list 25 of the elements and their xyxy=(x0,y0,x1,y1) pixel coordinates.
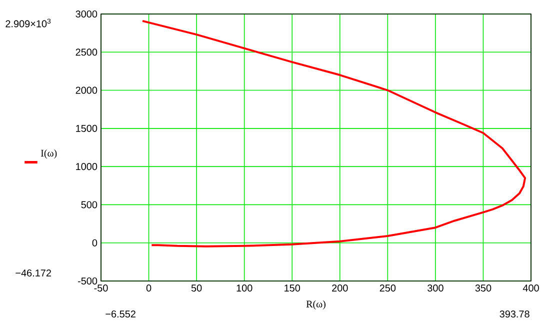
line-series xyxy=(142,20,526,248)
x-tick-label: 100 xyxy=(236,284,252,292)
y-tick-label: 1500 xyxy=(76,124,98,132)
x-tick-label: 200 xyxy=(332,284,348,292)
x-tick-label: 150 xyxy=(284,284,300,292)
y-tick-label: 500 xyxy=(81,201,98,208)
y-tick-label: 1000 xyxy=(76,163,98,170)
y-tick-label: 3000 xyxy=(76,10,98,18)
x-tick-label: 350 xyxy=(475,284,492,292)
y-tick-label: 2000 xyxy=(76,86,98,94)
x-tick-label: 0 xyxy=(146,284,152,292)
text: −6.552 xyxy=(106,310,136,318)
text: 2.909×10$^{3}$ xyxy=(6,18,51,28)
text: I(ω) xyxy=(40,150,57,159)
y-tick-label: -500 xyxy=(78,277,98,285)
text: −46.172 xyxy=(16,269,51,277)
y-tick-label: 2500 xyxy=(76,48,98,56)
x-tick-label: 250 xyxy=(380,284,396,292)
x-tick-label: -50 xyxy=(94,284,108,292)
x-tick-label: 50 xyxy=(191,284,202,292)
x-tick-label: 400 xyxy=(522,284,539,292)
y-tick-label: 0 xyxy=(92,239,98,246)
x-tick-label: 300 xyxy=(428,284,444,292)
x-axis-title: R(ω) xyxy=(306,300,326,310)
text: 393.78 xyxy=(500,310,530,318)
